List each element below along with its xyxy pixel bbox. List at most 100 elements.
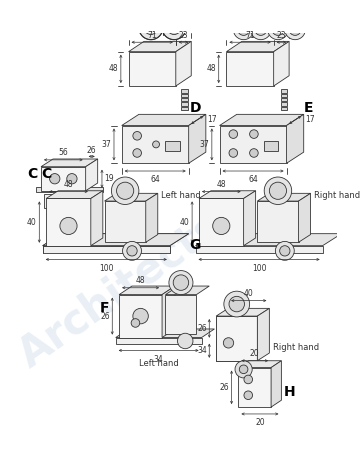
Circle shape <box>250 130 258 138</box>
Polygon shape <box>199 191 256 198</box>
Polygon shape <box>36 187 103 192</box>
Circle shape <box>50 174 60 184</box>
Circle shape <box>224 291 250 317</box>
Text: 64: 64 <box>248 175 258 184</box>
Polygon shape <box>220 114 304 125</box>
Circle shape <box>242 27 245 31</box>
Text: 17: 17 <box>208 115 217 125</box>
Polygon shape <box>166 294 196 334</box>
Text: 26: 26 <box>87 146 97 155</box>
Polygon shape <box>216 308 269 316</box>
Polygon shape <box>181 94 188 97</box>
Circle shape <box>276 241 294 260</box>
Circle shape <box>144 21 158 34</box>
Text: 71: 71 <box>147 31 157 40</box>
Polygon shape <box>196 245 323 252</box>
Circle shape <box>272 23 284 35</box>
Text: Right hand: Right hand <box>273 343 319 352</box>
Text: 40: 40 <box>180 218 189 227</box>
Text: 26: 26 <box>100 311 110 321</box>
Polygon shape <box>181 89 188 93</box>
Polygon shape <box>286 114 304 164</box>
Polygon shape <box>216 316 257 361</box>
Text: 48: 48 <box>216 180 226 189</box>
Circle shape <box>244 391 253 399</box>
Polygon shape <box>227 52 274 86</box>
Text: G: G <box>189 238 200 252</box>
Circle shape <box>255 23 267 35</box>
Circle shape <box>173 275 189 290</box>
Circle shape <box>111 177 139 204</box>
Text: 34: 34 <box>154 354 163 364</box>
Text: 26: 26 <box>219 383 229 392</box>
Circle shape <box>280 245 290 256</box>
Circle shape <box>213 218 230 234</box>
Text: 48: 48 <box>64 180 73 189</box>
Text: 37: 37 <box>200 140 209 149</box>
Polygon shape <box>199 198 244 245</box>
Circle shape <box>229 149 238 157</box>
Polygon shape <box>119 294 162 338</box>
Polygon shape <box>162 286 175 338</box>
Polygon shape <box>281 98 287 102</box>
Circle shape <box>250 149 258 157</box>
Polygon shape <box>119 286 175 294</box>
Text: 48: 48 <box>109 65 118 73</box>
Polygon shape <box>274 41 289 86</box>
Text: 48: 48 <box>136 276 146 285</box>
Polygon shape <box>105 193 158 201</box>
Circle shape <box>233 19 254 40</box>
Polygon shape <box>43 234 189 245</box>
Circle shape <box>268 19 288 40</box>
Circle shape <box>264 177 292 204</box>
Text: 100: 100 <box>252 264 266 273</box>
Circle shape <box>229 296 244 312</box>
Circle shape <box>178 333 193 349</box>
Polygon shape <box>196 234 342 245</box>
Polygon shape <box>176 41 191 86</box>
Text: 20: 20 <box>250 349 260 358</box>
Polygon shape <box>238 361 281 368</box>
Text: Right hand: Right hand <box>314 191 360 200</box>
Text: 64: 64 <box>150 175 160 184</box>
Polygon shape <box>86 159 98 191</box>
Polygon shape <box>46 191 103 198</box>
Polygon shape <box>238 368 271 407</box>
Polygon shape <box>281 94 287 97</box>
Circle shape <box>67 174 77 184</box>
Text: Architects: Architects <box>10 205 230 376</box>
Text: F: F <box>100 300 109 315</box>
Polygon shape <box>257 308 269 361</box>
Polygon shape <box>122 114 206 125</box>
Text: 23: 23 <box>277 31 286 40</box>
Text: 20: 20 <box>255 418 265 427</box>
Text: 23: 23 <box>179 31 188 40</box>
Circle shape <box>276 27 280 31</box>
Circle shape <box>131 319 140 327</box>
Circle shape <box>123 241 142 260</box>
Polygon shape <box>122 125 189 164</box>
Text: 40: 40 <box>27 218 37 227</box>
Circle shape <box>285 19 305 40</box>
Polygon shape <box>181 107 188 110</box>
Polygon shape <box>181 98 188 102</box>
Circle shape <box>139 16 163 40</box>
Circle shape <box>244 375 253 384</box>
Polygon shape <box>41 159 98 167</box>
Circle shape <box>117 182 134 199</box>
Text: 56: 56 <box>58 148 68 157</box>
Polygon shape <box>116 338 201 344</box>
Polygon shape <box>44 194 82 208</box>
Text: 19: 19 <box>105 174 114 183</box>
Text: D: D <box>190 101 201 115</box>
Circle shape <box>239 365 248 374</box>
Text: 34: 34 <box>197 346 207 355</box>
Polygon shape <box>46 198 91 245</box>
Polygon shape <box>281 89 287 93</box>
Text: H: H <box>284 385 296 398</box>
Circle shape <box>133 131 142 140</box>
Text: C: C <box>27 168 37 181</box>
Circle shape <box>238 23 250 35</box>
Polygon shape <box>116 329 215 338</box>
Polygon shape <box>105 201 146 242</box>
